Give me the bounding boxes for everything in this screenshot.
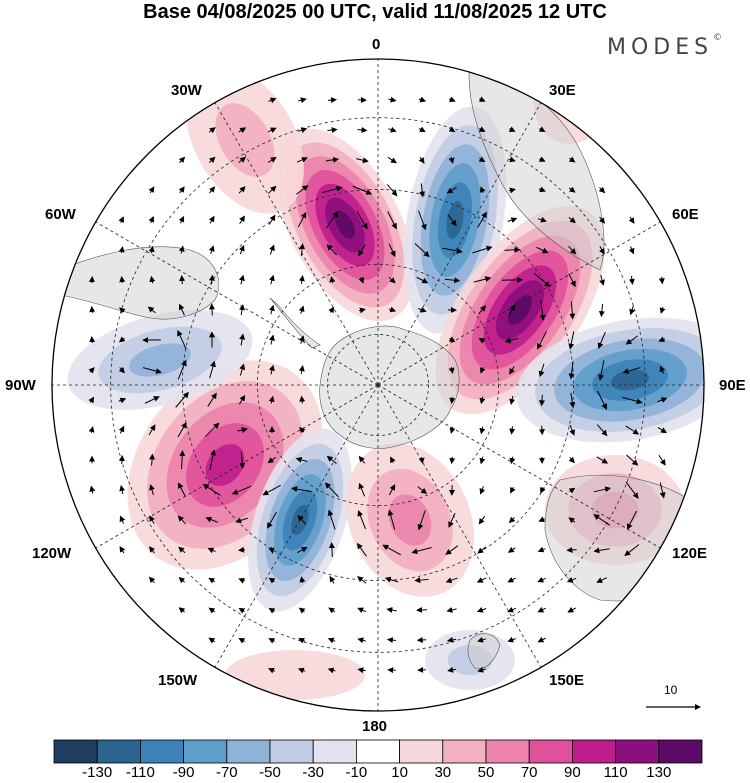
colorbar-swatch: [615, 739, 660, 764]
map-border: [51, 58, 705, 712]
colorbar-tick-label: -70: [215, 764, 238, 781]
colorbar-swatch: [442, 739, 487, 764]
colorbar-tick-label: 30: [434, 764, 452, 781]
new-zealand: [467, 633, 501, 670]
colorbar-swatch: [53, 739, 98, 764]
meridian-label-120e: 120E: [672, 545, 708, 562]
colorbar-tick-label: -110: [125, 764, 155, 781]
anomaly-field: [52, 59, 704, 711]
colorbar-swatch: [399, 739, 444, 764]
meridian-label-30w: 30W: [171, 82, 202, 99]
colorbar-tick-label: 70: [520, 764, 538, 781]
colorbar-tick-label: 90: [564, 764, 581, 781]
colorbar-swatch: [226, 739, 271, 764]
south-america: [59, 246, 220, 320]
meridian-label-180: 180: [362, 718, 388, 735]
antarctica: [269, 297, 460, 449]
reference-vector-label: 10: [664, 683, 678, 697]
colorbar-swatch: [183, 739, 228, 764]
positive-anomaly: [275, 128, 415, 322]
colorbar-swatch: [139, 739, 184, 764]
colorbar-swatch: [269, 739, 314, 764]
graticule: [52, 59, 704, 711]
positive-anomaly: [225, 650, 365, 700]
colorbar-tick-label: -50: [259, 764, 281, 781]
colorbar-swatch: [572, 739, 617, 764]
colorbar-swatch: [528, 739, 573, 764]
colorbar-tick-label: 130: [646, 764, 672, 781]
colorbar-tick-label: -90: [172, 764, 195, 781]
negative-anomaly: [516, 317, 704, 443]
meridian-label-120w: 120W: [32, 545, 72, 562]
meridian-label-150w: 150W: [158, 672, 198, 689]
colorbar-tick-label: 110: [603, 764, 628, 781]
colorbar-swatch: [96, 739, 141, 764]
colorbar-swatch: [658, 739, 703, 764]
positive-anomaly: [435, 205, 605, 415]
colorbar-tick-label: 50: [477, 764, 495, 781]
meridian-label-30e: 30E: [549, 82, 576, 99]
colorbar-swatch: [485, 739, 530, 764]
map-title: Base 04/08/2025 00 UTC, valid 11/08/2025…: [143, 1, 607, 23]
colorbar-tick-label: -10: [345, 764, 368, 781]
colorbar-swatch: [312, 739, 357, 764]
meridian-label-90e: 90E: [719, 377, 746, 394]
meridian-label-60e: 60E: [672, 206, 699, 223]
meridian-label-90w: 90W: [5, 377, 36, 394]
colorbar-tick-label: -30: [302, 764, 325, 781]
meridian-label-0: 0: [372, 36, 381, 53]
colorbar-labels: -130 -110 -90 -70 -50 -30 -10 10 30 50 70 90 110 130: [0, 764, 750, 783]
modes-logo: MODES©: [607, 33, 723, 60]
meridian-label-150e: 150E: [549, 672, 585, 689]
wind-vectors: [88, 96, 668, 674]
colorbar-swatch: [355, 739, 400, 764]
colorbar: [53, 739, 703, 764]
colorbar-tick-label: -130: [82, 764, 113, 781]
meridian-label-60w: 60W: [45, 206, 76, 223]
colorbar-tick-label: 10: [391, 764, 408, 781]
